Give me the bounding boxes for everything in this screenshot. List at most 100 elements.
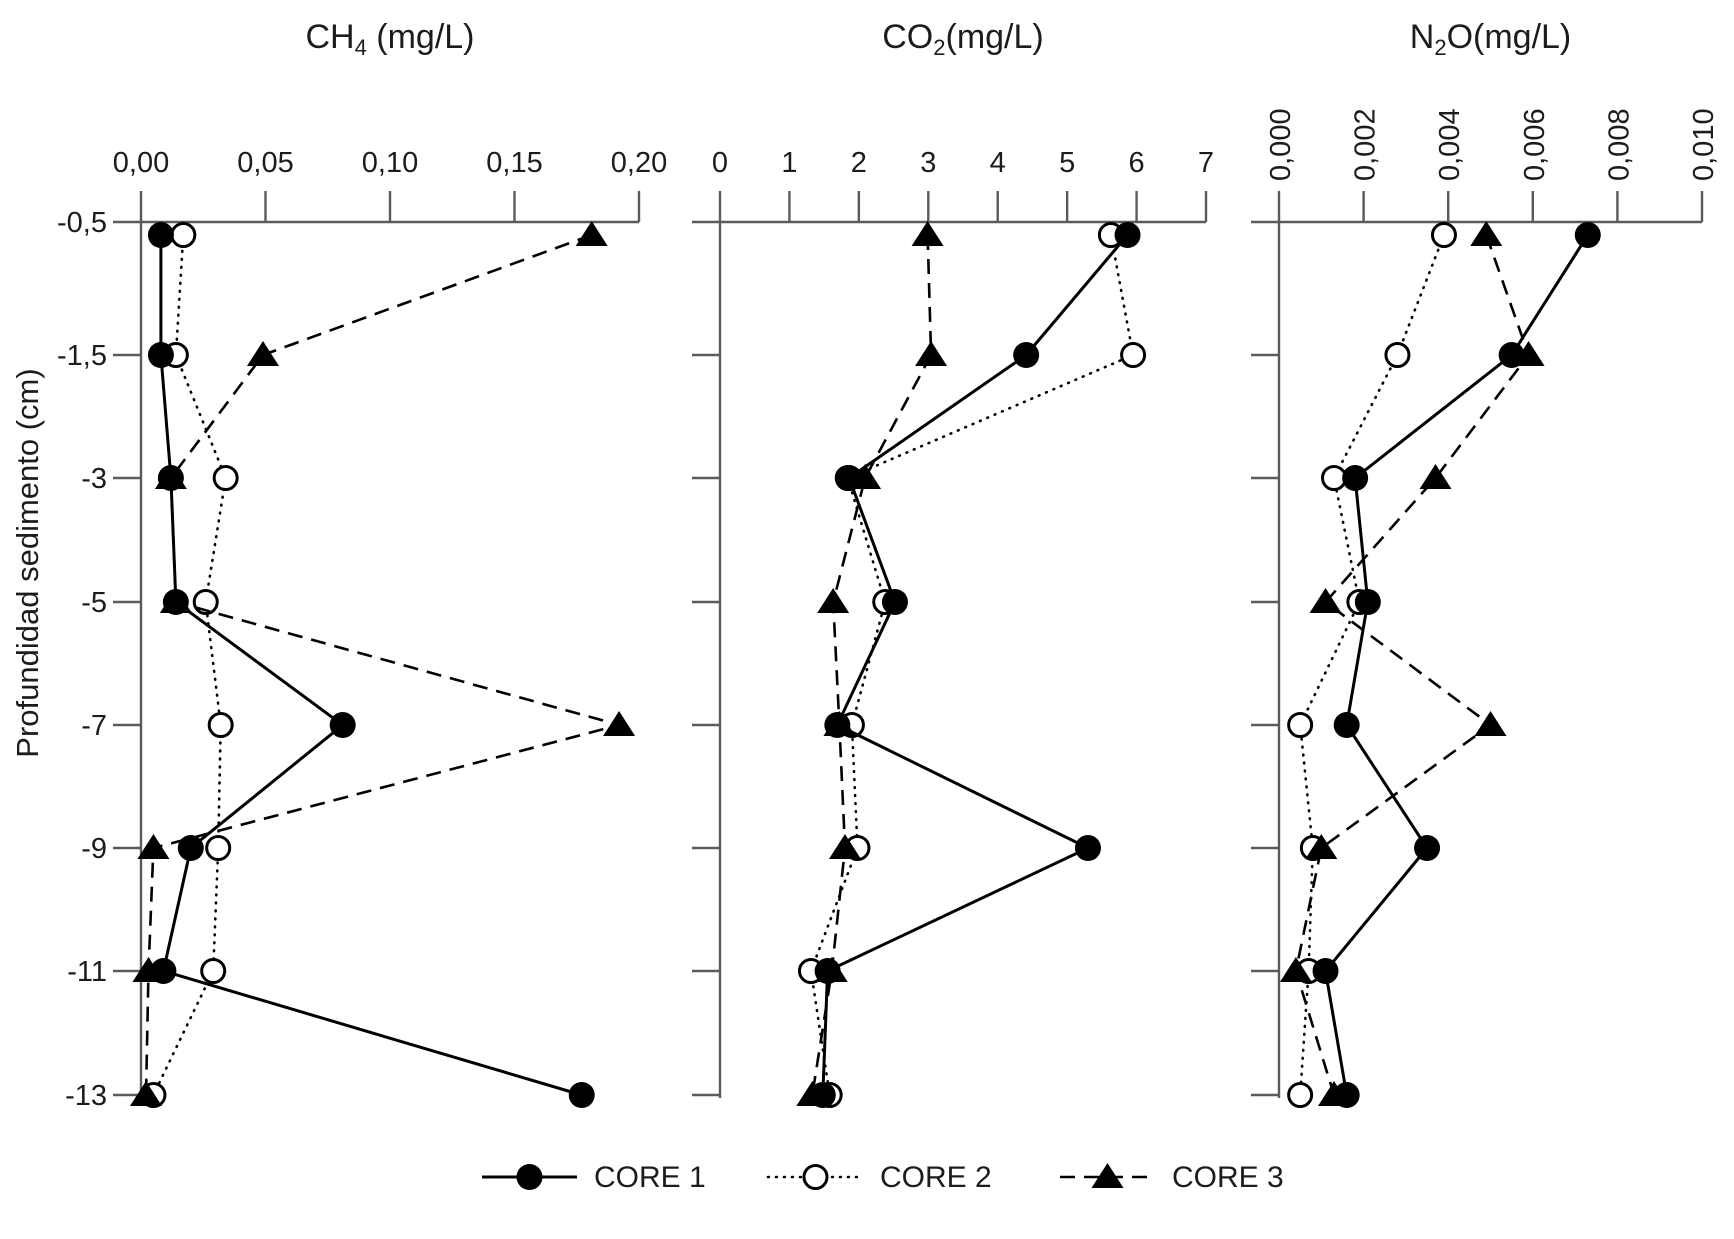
filled-circle-marker <box>1354 589 1381 615</box>
series-line <box>809 233 1135 1097</box>
x-tick-label: 2 <box>851 147 867 179</box>
filled-triangle-marker <box>1474 711 1507 736</box>
open-circle-marker <box>212 465 239 491</box>
x-tick-label: 0,05 <box>237 147 293 179</box>
x-tick-label: 0,00 <box>113 147 169 179</box>
series-line <box>152 233 228 1097</box>
panel-title-co2: CO2(mg/L) <box>882 18 1043 60</box>
x-tick-label: 1 <box>781 147 797 179</box>
panel-ch4: 0,00 0,05 0,10 0,15 0,20 CH4 (mg/L) <box>113 18 667 1108</box>
filled-triangle-marker <box>1279 957 1312 982</box>
filled-circle-marker <box>1342 465 1369 491</box>
filled-circle-marker <box>147 222 174 248</box>
x-tick-label: 0 <box>712 147 728 179</box>
depth-label: -3 <box>81 463 107 495</box>
series-core-3 <box>129 221 636 1106</box>
filled-triangle-marker <box>575 221 608 246</box>
filled-triangle-marker <box>828 834 861 859</box>
open-circle-marker <box>802 1164 829 1190</box>
legend-item-core-1: CORE 1 <box>482 1161 706 1194</box>
filled-triangle-marker <box>1419 464 1452 489</box>
filled-circle-marker <box>516 1164 543 1190</box>
filled-triangle-marker <box>1305 834 1338 859</box>
x-tick-label: 7 <box>1198 147 1214 179</box>
legend: CORE 1 CORE 2 CORE 3 <box>482 1161 1284 1194</box>
depth-axis-labels: -0,5 -1,5 -3 -5 -7 -9 -11 -13 <box>57 207 107 1112</box>
depth-label: -1,5 <box>57 340 107 372</box>
x-tick-label: 5 <box>1059 147 1075 179</box>
y-axis-title: Profundidad sedimento (cm) <box>10 368 45 757</box>
open-circle-marker <box>207 712 234 738</box>
filled-triangle-marker <box>154 464 187 489</box>
filled-triangle-marker <box>815 957 848 982</box>
x-tick-label: 0,20 <box>611 147 667 179</box>
filled-triangle-marker <box>915 341 948 366</box>
depth-label: -7 <box>81 710 107 742</box>
filled-triangle-marker <box>129 1081 162 1106</box>
x-tick-label: 0,004 <box>1434 108 1466 181</box>
panel-co2: 0 1 2 3 4 5 6 7 CO2(mg/L) <box>692 18 1214 1108</box>
filled-circle-marker <box>1312 958 1339 984</box>
series-core-1 <box>809 222 1141 1108</box>
x-tick-label: 0,002 <box>1350 108 1382 181</box>
x-tick-label: 0,10 <box>362 147 418 179</box>
filled-circle-marker <box>881 589 908 615</box>
filled-triangle-marker <box>849 464 882 489</box>
legend-label: CORE 2 <box>880 1161 992 1194</box>
filled-triangle-marker <box>1512 341 1545 366</box>
series-core-2 <box>797 222 1147 1108</box>
filled-circle-marker <box>1074 835 1101 861</box>
filled-circle-marker <box>568 1082 595 1108</box>
filled-triangle-marker <box>817 588 850 613</box>
filled-circle-marker <box>177 835 204 861</box>
legend-label: CORE 3 <box>1172 1161 1284 1194</box>
depth-label: -11 <box>67 956 107 988</box>
depth-label: -5 <box>81 587 107 619</box>
filled-triangle-marker <box>603 711 636 736</box>
filled-triangle-marker <box>247 341 280 366</box>
panel-title-n2o: N2O(mg/L) <box>1410 18 1572 60</box>
legend-item-core-3: CORE 3 <box>1060 1161 1284 1194</box>
open-circle-marker <box>1287 712 1314 738</box>
filled-circle-marker <box>1414 835 1441 861</box>
x-tick-label: 6 <box>1129 147 1145 179</box>
open-circle-marker <box>1287 1082 1314 1108</box>
filled-triangle-marker <box>1470 221 1503 246</box>
filled-triangle-marker <box>911 221 944 246</box>
series-line <box>1294 234 1531 1096</box>
x-tick-label: 0,010 <box>1688 108 1720 181</box>
filled-triangle-marker <box>1309 588 1342 613</box>
filled-circle-marker <box>1013 342 1040 368</box>
legend-item-core-2: CORE 2 <box>766 1161 992 1194</box>
filled-triangle-marker <box>137 834 170 859</box>
depth-label: -0,5 <box>57 207 107 239</box>
filled-circle-marker <box>329 712 356 738</box>
filled-triangle-marker <box>132 957 165 982</box>
filled-triangle-marker <box>1091 1163 1124 1188</box>
panel-title-ch4: CH4 (mg/L) <box>305 18 474 60</box>
open-circle-marker <box>200 958 227 984</box>
series-core-2 <box>140 222 239 1108</box>
open-circle-marker <box>1120 342 1147 368</box>
filled-triangle-marker <box>823 711 856 736</box>
series-core-3 <box>796 221 948 1106</box>
filled-circle-marker <box>1333 712 1360 738</box>
series-core-3 <box>1279 221 1545 1106</box>
filled-triangle-marker <box>1317 1081 1350 1106</box>
x-tick-label: 4 <box>990 147 1006 179</box>
x-tick-label: 0,15 <box>486 147 542 179</box>
series-line <box>159 235 583 1097</box>
open-circle-marker <box>1320 465 1347 491</box>
depth-label: -9 <box>81 833 107 865</box>
series-line <box>821 234 1129 1096</box>
open-circle-marker <box>1430 222 1457 248</box>
open-circle-marker <box>1384 342 1411 368</box>
open-circle-marker <box>205 835 232 861</box>
x-tick-label: 0,000 <box>1265 108 1297 181</box>
depth-label: -13 <box>65 1080 107 1112</box>
x-tick-label: 0,008 <box>1603 108 1635 181</box>
filled-triangle-marker <box>159 588 192 613</box>
panel-n2o: 0,000 0,002 0,004 0,006 0,008 0,010 N2O(mg/L) <box>1251 18 1720 1108</box>
